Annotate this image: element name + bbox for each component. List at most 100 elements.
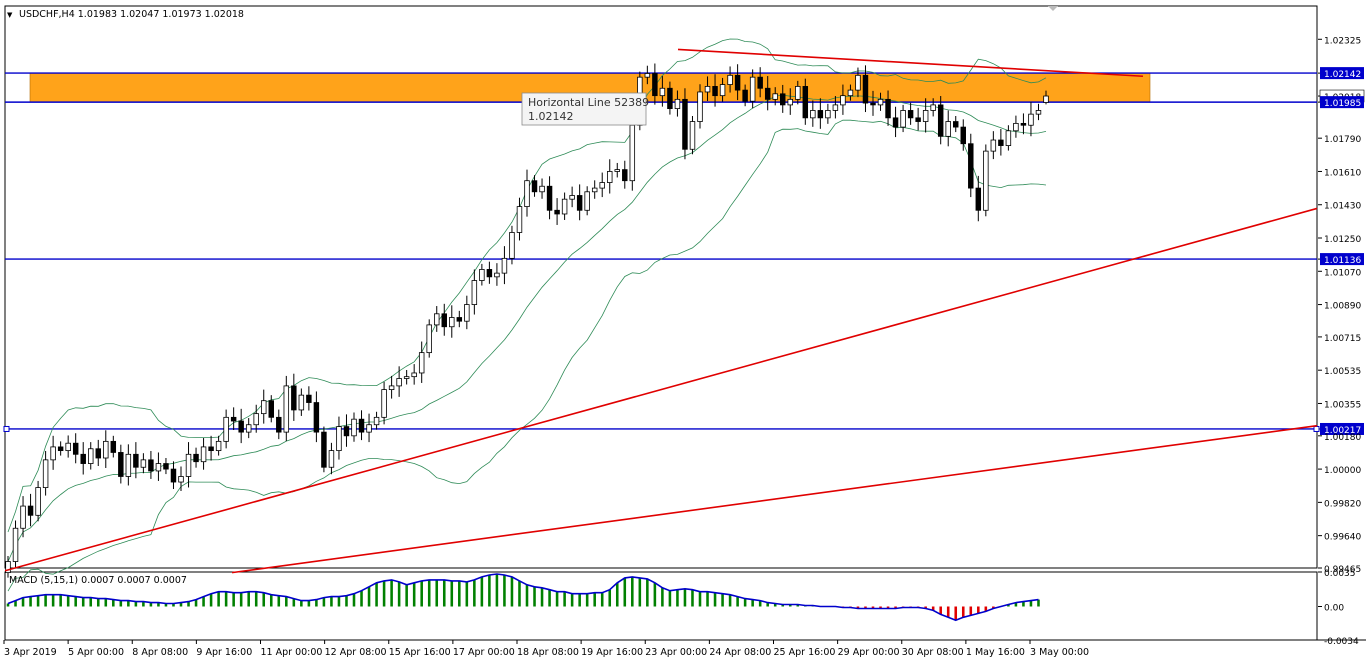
time-axis-label: 15 Apr 16:00	[389, 647, 451, 658]
candle-body	[802, 86, 809, 119]
tooltip-line-1: Horizontal Line 52389	[528, 96, 649, 109]
time-axis-label: 9 Apr 16:00	[196, 647, 252, 658]
candle-body	[787, 98, 793, 106]
candle-body	[133, 453, 139, 468]
candle-body	[464, 304, 470, 322]
candle-body	[810, 110, 816, 119]
time-axis-label: 18 Apr 08:00	[517, 647, 579, 658]
candle-body	[561, 198, 568, 215]
candle-body	[471, 280, 478, 305]
candle-body	[12, 527, 19, 562]
candle-body	[321, 431, 327, 468]
candle-body	[125, 453, 132, 477]
candle-body	[261, 400, 267, 415]
price-tick-label: 0.99640	[1324, 533, 1361, 543]
time-axis-label: 8 Apr 08:00	[132, 647, 188, 658]
candle-body	[922, 110, 929, 122]
candle-body	[298, 394, 305, 411]
candle-body	[223, 416, 229, 442]
candle-body	[780, 93, 786, 106]
tooltip-box	[521, 92, 647, 126]
candle-body	[336, 426, 342, 452]
candle-body	[1035, 110, 1042, 115]
candle-body	[20, 505, 26, 529]
candle-body	[712, 86, 718, 97]
candle-body	[546, 185, 553, 211]
candle-body	[396, 378, 402, 387]
candle-body	[268, 400, 274, 418]
macd-tick-label: 0.00	[1324, 603, 1344, 613]
candle-body	[57, 446, 64, 452]
chart-shift-marker-icon[interactable]	[1048, 6, 1058, 11]
candle-body	[960, 126, 966, 145]
price-tick-label: 1.00180	[1324, 433, 1361, 443]
candle-body	[373, 416, 380, 426]
candle-body	[524, 180, 530, 207]
candle-body	[388, 385, 395, 391]
candle-body	[689, 121, 696, 150]
price-tick-label: 1.01610	[1324, 168, 1361, 178]
candle-body	[170, 468, 177, 483]
candle-body	[103, 440, 109, 459]
price-tag-label: 1.01985	[1324, 99, 1361, 109]
candle-body	[998, 139, 1004, 146]
trendline-resistance[interactable]	[677, 48, 1144, 78]
price-tick-label: 1.01250	[1324, 235, 1361, 245]
candle-body	[118, 452, 124, 477]
candle-body	[659, 87, 666, 97]
line-handle-left[interactable]	[3, 425, 10, 432]
candle-body	[501, 257, 508, 274]
candle-body	[1020, 122, 1027, 126]
candle-body	[486, 269, 493, 278]
time-axis-label: 5 Apr 00:00	[68, 647, 124, 658]
candles	[5, 63, 1049, 578]
time-axis-label: 3 May 00:00	[1030, 647, 1089, 658]
candle-body	[366, 424, 372, 433]
price-tag-bg	[1320, 422, 1364, 435]
candle-body	[975, 187, 982, 211]
candle-body	[328, 450, 335, 468]
price-tag-label: 1.01136	[1324, 256, 1361, 266]
candle-body	[27, 505, 34, 516]
macd-signal-line	[7, 573, 1039, 622]
candle-body	[704, 86, 711, 93]
candle-body	[200, 446, 207, 463]
tooltip-line-2: 1.02142	[528, 110, 574, 123]
price-tick-label: 1.00890	[1324, 302, 1361, 312]
price-tag-bg	[1320, 253, 1364, 266]
price-tick-label: 0.99820	[1324, 499, 1361, 509]
candle-body	[900, 110, 906, 128]
price-tag-bg	[1320, 96, 1364, 109]
candle-body	[554, 209, 560, 215]
price-tag-bg	[1320, 67, 1364, 80]
candle-body	[990, 139, 997, 152]
price-tag-label: 1.02142	[1324, 70, 1361, 80]
macd-tick-label: 0.0035	[1324, 569, 1356, 579]
candle-body	[892, 117, 899, 128]
candle-body	[516, 206, 523, 233]
price-tick-label: 1.01430	[1324, 202, 1361, 212]
candle-body	[245, 424, 252, 433]
candle-body	[674, 98, 681, 110]
candle-body	[772, 93, 778, 100]
candle-body	[403, 376, 410, 379]
price-panel-frame	[4, 5, 1318, 569]
candle-body	[88, 448, 94, 464]
candle-body	[313, 402, 320, 433]
trendline-support-lower[interactable]	[231, 424, 1318, 574]
candle-body	[599, 182, 605, 189]
candle-body	[434, 313, 440, 326]
line-handle-right[interactable]	[1313, 425, 1320, 432]
macd-tick-label: -0.0034	[1324, 637, 1359, 647]
trendline-support-upper[interactable]	[4, 207, 1318, 572]
candle-body	[185, 453, 192, 477]
price-tick-label: 1.00715	[1324, 334, 1361, 344]
candle-body	[35, 487, 41, 516]
candle-body	[983, 150, 989, 211]
macd-panel-frame	[4, 571, 1318, 641]
candle-body	[667, 87, 673, 110]
candle-body	[163, 463, 169, 470]
symbol-dropdown-icon[interactable]: ▼	[7, 11, 13, 19]
candle-body	[479, 269, 485, 281]
